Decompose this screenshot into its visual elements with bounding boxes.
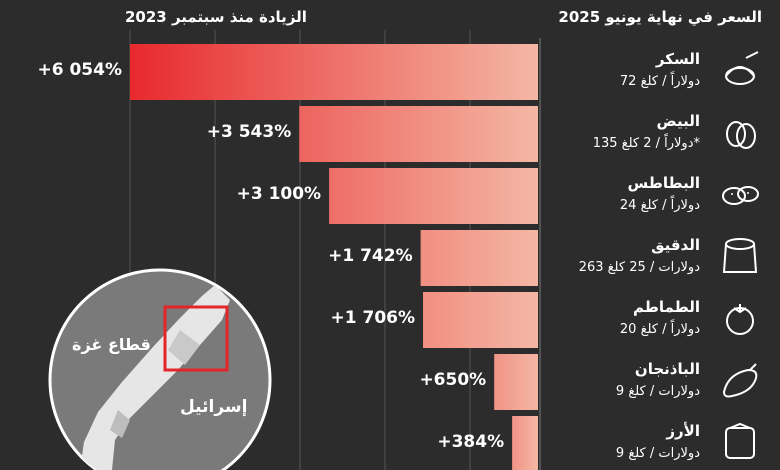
category-label: الأرز: [666, 422, 700, 440]
gaza-north-shape: [168, 330, 200, 365]
potato-icon: [718, 172, 762, 216]
value-label: +650%: [419, 370, 487, 390]
rice-sack-icon: [718, 420, 762, 464]
bar-3: [420, 230, 538, 286]
flour-sack-icon: [718, 234, 762, 278]
map-label-gaza: قطاع غزة: [72, 335, 151, 354]
sugar-bowl-icon: [718, 48, 762, 92]
value-label: +3 543%: [206, 122, 292, 142]
category-label: الباذنجان: [634, 360, 700, 378]
value-label: +6 054%: [37, 60, 122, 80]
tomato-icon: [718, 296, 762, 340]
price-label: 9 دولارات / كلغ: [615, 446, 700, 461]
price-label: 135 دولاراً / 2 كلغ*: [592, 136, 700, 151]
value-label: +1 706%: [330, 308, 416, 328]
value-label: +384%: [437, 432, 505, 452]
chart-title: الزيادة منذ سبتمبر 2023: [125, 8, 307, 26]
value-label: +1 742%: [328, 246, 413, 266]
price-label: 72 دولاراً / كلغ: [619, 74, 700, 89]
bar-1: [299, 106, 538, 162]
gaza-map: [48, 268, 272, 470]
category-label: الطماطم: [633, 298, 700, 316]
map-label-israel: إسرائيل: [180, 397, 248, 417]
price-label: 263 دولارات / 25 كلغ: [578, 260, 700, 275]
category-label: الدقيق: [651, 236, 700, 254]
value-label: +3 100%: [236, 184, 322, 204]
price-label: 20 دولاراً / كلغ: [619, 322, 700, 337]
bar-6: [512, 416, 538, 470]
bar-2: [329, 168, 538, 224]
eggplant-icon: [718, 358, 762, 402]
category-label: البطاطس: [627, 174, 700, 192]
gaza-city-highlight: [163, 305, 229, 372]
category-label: البيض: [656, 112, 700, 130]
bar-0: [130, 44, 538, 100]
egg-icon: [718, 110, 762, 154]
price-label: 24 دولاراً / كلغ: [619, 198, 700, 213]
chart-subtitle: السعر في نهاية يونيو 2025: [558, 8, 762, 26]
gaza-south-shape: [110, 410, 130, 438]
category-label: السكر: [655, 50, 700, 68]
bar-5: [494, 354, 538, 410]
bars: [130, 38, 541, 470]
price-label: 9 دولارات / كلغ: [615, 384, 700, 399]
bar-4: [423, 292, 538, 348]
